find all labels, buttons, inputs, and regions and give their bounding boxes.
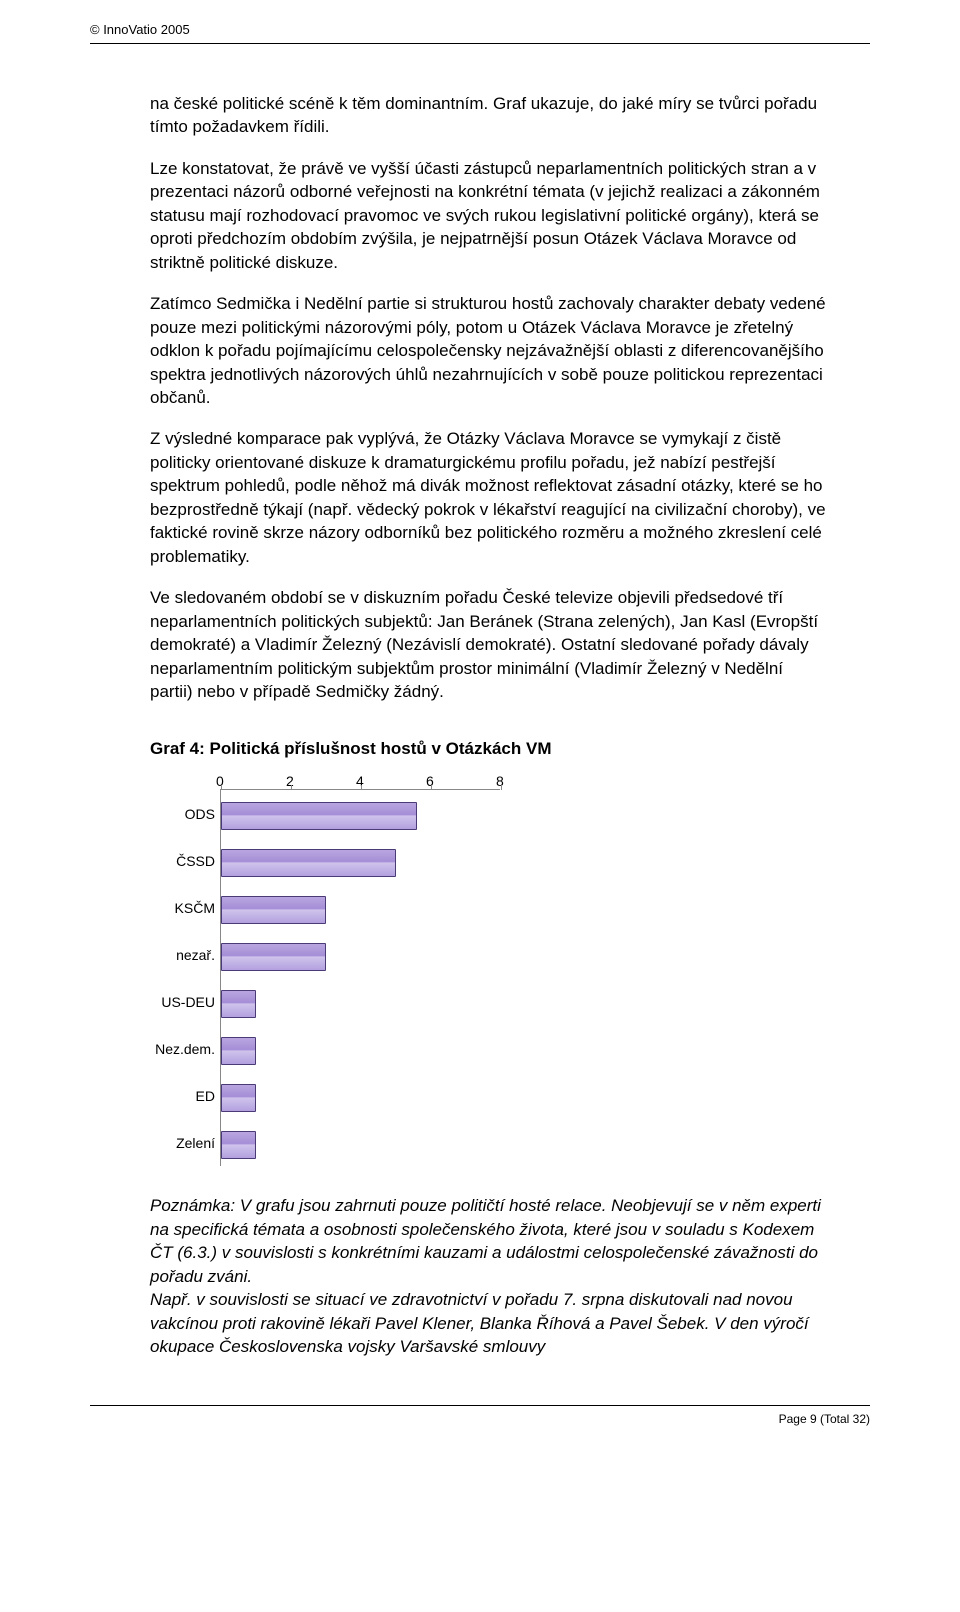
- paragraph-5: Ve sledovaném období se v diskuzním pořa…: [150, 586, 830, 703]
- x-tick: 8: [496, 773, 566, 789]
- bar-row: KSČM: [221, 884, 500, 931]
- paragraph-4: Z výsledné komparace pak vyplývá, že Otá…: [150, 427, 830, 568]
- bar-row: Zelení: [221, 1119, 500, 1166]
- bottom-divider: [90, 1405, 870, 1406]
- chart-graf4: 0 2 4 6 8 ODSČSSDKSČMnezař.US-DEUNez.dem…: [140, 773, 830, 1166]
- bar-label: ČSSD: [135, 853, 215, 869]
- bar-row: nezař.: [221, 931, 500, 978]
- bar: [221, 1037, 256, 1065]
- bar: [221, 896, 326, 924]
- bar: [221, 943, 326, 971]
- bar: [221, 802, 417, 830]
- bar: [221, 849, 396, 877]
- bar-label: US-DEU: [135, 994, 215, 1010]
- x-tick: 0: [216, 773, 286, 789]
- x-tick: 2: [286, 773, 356, 789]
- bar-row: ODS: [221, 790, 500, 837]
- copyright-text: © InnoVatio 2005: [90, 22, 870, 37]
- bar-row: ED: [221, 1072, 500, 1119]
- bar-label: ODS: [135, 806, 215, 822]
- bar-row: ČSSD: [221, 837, 500, 884]
- paragraph-2: Lze konstatovat, že právě ve vyšší účast…: [150, 157, 830, 274]
- main-content: na české politické scéně k těm dominantn…: [90, 92, 870, 1359]
- x-tick: 4: [356, 773, 426, 789]
- bar: [221, 1084, 256, 1112]
- bar-label: Nez.dem.: [135, 1041, 215, 1057]
- bar: [221, 1131, 256, 1159]
- bar-label: KSČM: [135, 900, 215, 916]
- x-tick: 6: [426, 773, 496, 789]
- top-divider: [90, 43, 870, 44]
- bar-label: ED: [135, 1088, 215, 1104]
- page-footer: Page 9 (Total 32): [90, 1412, 870, 1426]
- chart-x-axis: 0 2 4 6 8: [220, 773, 830, 789]
- chart-plot-area: ODSČSSDKSČMnezař.US-DEUNez.dem.EDZelení: [220, 789, 500, 1166]
- paragraph-1: na české politické scéně k těm dominantn…: [150, 92, 830, 139]
- paragraph-3: Zatímco Sedmička i Nedělní partie si str…: [150, 292, 830, 409]
- bar-label: nezař.: [135, 947, 215, 963]
- bar-label: Zelení: [135, 1135, 215, 1151]
- bar: [221, 990, 256, 1018]
- bar-row: US-DEU: [221, 978, 500, 1025]
- chart-note: Poznámka: V grafu jsou zahrnuti pouze po…: [150, 1194, 830, 1358]
- chart-title: Graf 4: Politická příslušnost hostů v Ot…: [150, 739, 830, 759]
- bar-row: Nez.dem.: [221, 1025, 500, 1072]
